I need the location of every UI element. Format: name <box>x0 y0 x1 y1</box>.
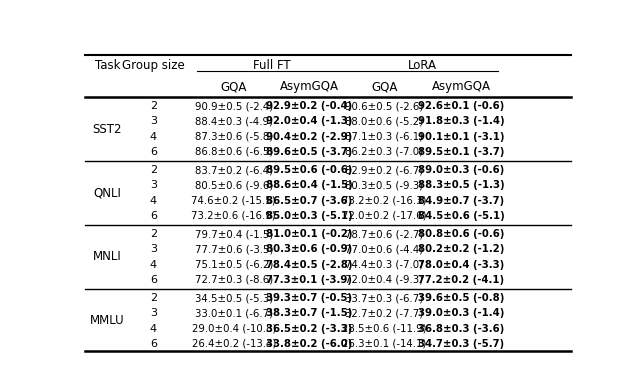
Text: 36.5±0.2 (-3.3): 36.5±0.2 (-3.3) <box>266 323 352 333</box>
Text: Task: Task <box>95 59 120 72</box>
Text: 89.5±0.6 (-0.6): 89.5±0.6 (-0.6) <box>266 165 353 175</box>
Text: MMLU: MMLU <box>90 314 125 327</box>
Text: 6: 6 <box>150 275 157 285</box>
Text: 39.3±0.7 (-0.5): 39.3±0.7 (-0.5) <box>266 293 352 303</box>
Text: Group size: Group size <box>122 59 185 72</box>
Text: 6: 6 <box>150 339 157 349</box>
Text: 34.5±0.5 (-5.3): 34.5±0.5 (-5.3) <box>195 293 273 303</box>
Text: 88.4±0.3 (-4.9): 88.4±0.3 (-4.9) <box>195 117 273 126</box>
Text: 36.8±0.3 (-3.6): 36.8±0.3 (-3.6) <box>418 323 504 333</box>
Text: 2: 2 <box>150 229 157 239</box>
Text: 26.3±0.1 (-14.1): 26.3±0.1 (-14.1) <box>342 339 427 349</box>
Text: 88.3±0.5 (-1.3): 88.3±0.5 (-1.3) <box>418 180 504 190</box>
Text: 78.7±0.6 (-2.7): 78.7±0.6 (-2.7) <box>346 229 424 239</box>
Text: 72.0±0.2 (-17.6): 72.0±0.2 (-17.6) <box>342 211 427 221</box>
Text: 78.4±0.5 (-2.8): 78.4±0.5 (-2.8) <box>266 259 353 270</box>
Text: 88.6±0.4 (-1.5): 88.6±0.4 (-1.5) <box>266 180 353 190</box>
Text: AsymGQA: AsymGQA <box>280 80 339 93</box>
Text: 90.4±0.2 (-2.9): 90.4±0.2 (-2.9) <box>266 132 352 142</box>
Text: 26.4±0.2 (-13.4): 26.4±0.2 (-13.4) <box>191 339 276 349</box>
Text: 72.0±0.4 (-9.3): 72.0±0.4 (-9.3) <box>346 275 424 285</box>
Text: GQA: GQA <box>221 80 247 93</box>
Text: 32.7±0.2 (-7.7): 32.7±0.2 (-7.7) <box>346 308 424 318</box>
Text: 33.0±0.1 (-6.7): 33.0±0.1 (-6.7) <box>195 308 273 318</box>
Text: 29.0±0.4 (-10.8): 29.0±0.4 (-10.8) <box>191 323 276 333</box>
Text: 4: 4 <box>150 323 157 333</box>
Text: MNLI: MNLI <box>93 250 122 263</box>
Text: 80.2±0.2 (-1.2): 80.2±0.2 (-1.2) <box>418 244 504 255</box>
Text: 92.9±0.2 (-0.4): 92.9±0.2 (-0.4) <box>266 101 352 111</box>
Text: 89.0±0.3 (-0.6): 89.0±0.3 (-0.6) <box>418 165 504 175</box>
Text: 78.0±0.4 (-3.3): 78.0±0.4 (-3.3) <box>418 259 504 270</box>
Text: 86.2±0.3 (-7.0): 86.2±0.3 (-7.0) <box>346 147 424 157</box>
Text: 90.9±0.5 (-2.4): 90.9±0.5 (-2.4) <box>195 101 273 111</box>
Text: 73.2±0.6 (-16.9): 73.2±0.6 (-16.9) <box>191 211 276 221</box>
Text: 4: 4 <box>150 259 157 270</box>
Text: 73.2±0.2 (-16.3): 73.2±0.2 (-16.3) <box>342 195 427 206</box>
Text: 4: 4 <box>150 132 157 142</box>
Text: 92.0±0.4 (-1.3): 92.0±0.4 (-1.3) <box>266 117 353 126</box>
Text: 80.8±0.6 (-0.6): 80.8±0.6 (-0.6) <box>418 229 504 239</box>
Text: 89.5±0.1 (-3.7): 89.5±0.1 (-3.7) <box>418 147 504 157</box>
Text: Full FT: Full FT <box>253 59 291 72</box>
Text: 77.7±0.6 (-3.5): 77.7±0.6 (-3.5) <box>195 244 273 255</box>
Text: 38.3±0.7 (-1.5): 38.3±0.7 (-1.5) <box>266 308 353 318</box>
Text: 80.5±0.6 (-9.6): 80.5±0.6 (-9.6) <box>195 180 273 190</box>
Text: 88.0±0.6 (-5.2): 88.0±0.6 (-5.2) <box>346 117 424 126</box>
Text: 86.5±0.7 (-3.6): 86.5±0.7 (-3.6) <box>266 195 352 206</box>
Text: 80.3±0.6 (-0.9): 80.3±0.6 (-0.9) <box>266 244 352 255</box>
Text: 6: 6 <box>150 147 157 157</box>
Text: 3: 3 <box>150 308 157 318</box>
Text: SST2: SST2 <box>93 123 122 136</box>
Text: GQA: GQA <box>371 80 397 93</box>
Text: LoRA: LoRA <box>408 59 437 72</box>
Text: 86.8±0.6 (-6.5): 86.8±0.6 (-6.5) <box>195 147 273 157</box>
Text: 90.1±0.1 (-3.1): 90.1±0.1 (-3.1) <box>418 132 504 142</box>
Text: 28.5±0.6 (-11.9): 28.5±0.6 (-11.9) <box>342 323 427 333</box>
Text: 80.3±0.5 (-9.3): 80.3±0.5 (-9.3) <box>346 180 424 190</box>
Text: 83.7±0.2 (-6.4): 83.7±0.2 (-6.4) <box>195 165 273 175</box>
Text: 77.3±0.1 (-3.9): 77.3±0.1 (-3.9) <box>266 275 352 285</box>
Text: 75.1±0.5 (-6.2): 75.1±0.5 (-6.2) <box>195 259 273 270</box>
Text: 89.6±0.5 (-3.7): 89.6±0.5 (-3.7) <box>266 147 352 157</box>
Text: 87.1±0.3 (-6.1): 87.1±0.3 (-6.1) <box>346 132 424 142</box>
Text: 33.8±0.2 (-6.0): 33.8±0.2 (-6.0) <box>266 339 352 349</box>
Text: 90.6±0.5 (-2.6): 90.6±0.5 (-2.6) <box>346 101 424 111</box>
Text: 82.9±0.2 (-6.7): 82.9±0.2 (-6.7) <box>346 165 424 175</box>
Text: 2: 2 <box>150 101 157 111</box>
Text: 4: 4 <box>150 195 157 206</box>
Text: 87.3±0.6 (-5.8): 87.3±0.6 (-5.8) <box>195 132 273 142</box>
Text: 84.5±0.6 (-5.1): 84.5±0.6 (-5.1) <box>417 211 504 221</box>
Text: 39.0±0.3 (-1.4): 39.0±0.3 (-1.4) <box>418 308 504 318</box>
Text: 74.4±0.3 (-7.0): 74.4±0.3 (-7.0) <box>346 259 424 270</box>
Text: 2: 2 <box>150 165 157 175</box>
Text: 3: 3 <box>150 244 157 255</box>
Text: 3: 3 <box>150 117 157 126</box>
Text: 92.6±0.1 (-0.6): 92.6±0.1 (-0.6) <box>418 101 504 111</box>
Text: 6: 6 <box>150 211 157 221</box>
Text: 79.7±0.4 (-1.5): 79.7±0.4 (-1.5) <box>195 229 273 239</box>
Text: QNLI: QNLI <box>93 186 121 200</box>
Text: 39.6±0.5 (-0.8): 39.6±0.5 (-0.8) <box>418 293 504 303</box>
Text: 77.2±0.2 (-4.1): 77.2±0.2 (-4.1) <box>418 275 504 285</box>
Text: 3: 3 <box>150 180 157 190</box>
Text: 91.8±0.3 (-1.4): 91.8±0.3 (-1.4) <box>418 117 504 126</box>
Text: 77.0±0.6 (-4.4): 77.0±0.6 (-4.4) <box>346 244 424 255</box>
Text: 81.0±0.1 (-0.2): 81.0±0.1 (-0.2) <box>266 229 353 239</box>
Text: 84.9±0.7 (-3.7): 84.9±0.7 (-3.7) <box>418 195 504 206</box>
Text: 34.7±0.3 (-5.7): 34.7±0.3 (-5.7) <box>418 339 504 349</box>
Text: 72.7±0.3 (-8.6): 72.7±0.3 (-8.6) <box>195 275 273 285</box>
Text: 2: 2 <box>150 293 157 303</box>
Text: 85.0±0.3 (-5.1): 85.0±0.3 (-5.1) <box>266 211 353 221</box>
Text: 33.7±0.3 (-6.7): 33.7±0.3 (-6.7) <box>346 293 424 303</box>
Text: AsymGQA: AsymGQA <box>431 80 490 93</box>
Text: 74.6±0.2 (-15.5): 74.6±0.2 (-15.5) <box>191 195 276 206</box>
